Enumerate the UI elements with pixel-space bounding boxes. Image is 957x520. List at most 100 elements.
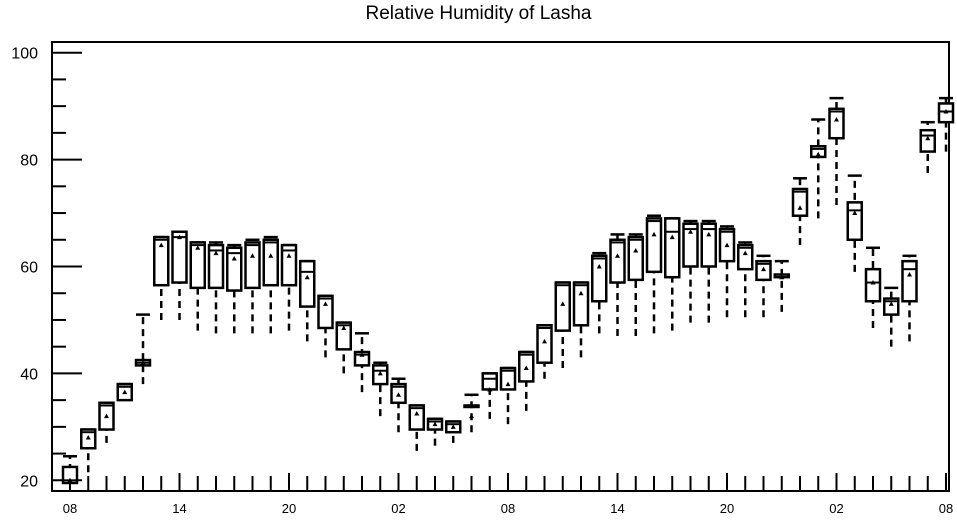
y-tick-label: 40	[20, 366, 38, 383]
box-body	[207, 243, 225, 290]
mean-marker	[943, 108, 949, 114]
box-body	[171, 230, 188, 284]
box-item	[481, 372, 498, 419]
y-tick-label: 60	[20, 260, 38, 277]
box-item	[134, 313, 152, 385]
box-item	[116, 382, 133, 402]
mean-marker	[231, 255, 237, 261]
box-item	[883, 286, 900, 347]
box-item	[791, 177, 809, 246]
box-item	[718, 225, 736, 318]
box-body	[609, 238, 626, 284]
box-item	[664, 217, 681, 331]
mean-marker	[122, 389, 128, 395]
box-series	[61, 96, 955, 485]
x-tick-label: 20	[282, 501, 296, 516]
x-axis: 08 14 20 02 08 14 20 02 08	[63, 473, 953, 516]
box-body	[828, 107, 845, 140]
mean-marker	[359, 352, 365, 357]
box-item	[919, 120, 936, 173]
box-item	[536, 324, 553, 379]
x-tick-label: 14	[610, 501, 624, 516]
y-tick-label: 20	[20, 473, 38, 490]
mean-marker	[158, 242, 164, 248]
mean-marker	[469, 413, 474, 419]
mean-marker	[396, 392, 401, 397]
mean-marker	[560, 301, 566, 306]
box-item	[80, 428, 97, 473]
box-body	[262, 238, 279, 287]
box-item	[353, 332, 371, 393]
box-item	[864, 246, 882, 328]
mean-marker	[578, 290, 584, 296]
box-item	[755, 254, 772, 318]
mean-marker	[505, 381, 511, 387]
mean-marker	[706, 231, 712, 237]
x-tick-label: 08	[501, 501, 515, 516]
y-tick-label: 100	[11, 46, 38, 63]
box-item	[846, 174, 863, 272]
mean-marker	[669, 234, 675, 240]
box-item	[682, 219, 699, 323]
x-tick-label: 20	[720, 501, 734, 516]
box-body	[299, 259, 316, 308]
mean-marker	[177, 234, 182, 240]
mean-marker	[907, 272, 912, 277]
mean-marker	[870, 280, 876, 285]
box-item	[226, 243, 243, 334]
box-item	[372, 361, 389, 417]
box-body	[645, 217, 663, 274]
mean-marker	[432, 421, 438, 427]
box-item	[445, 420, 462, 443]
mean-marker	[286, 253, 292, 258]
box-item	[189, 241, 206, 331]
box-body	[864, 267, 882, 303]
box-item	[244, 238, 261, 334]
box-item	[773, 259, 790, 312]
x-tick-label: 02	[829, 501, 843, 516]
x-tick-label: 08	[939, 501, 953, 516]
box-item	[426, 417, 444, 446]
mean-marker	[195, 245, 201, 250]
box-body	[682, 222, 699, 268]
box-body	[244, 241, 261, 290]
mean-marker	[852, 210, 858, 216]
box-body	[700, 222, 717, 268]
box-body	[499, 366, 517, 391]
box-item	[408, 404, 425, 451]
box-item	[591, 251, 608, 334]
x-tick-label: 02	[391, 501, 405, 516]
box-item	[554, 281, 571, 369]
box-body	[591, 254, 608, 303]
box-item	[572, 281, 590, 358]
mean-marker	[104, 413, 109, 419]
box-body	[664, 217, 681, 279]
box-item	[828, 96, 845, 206]
box-item	[499, 366, 517, 425]
mean-marker	[414, 410, 420, 416]
box-item	[207, 241, 225, 334]
mean-marker	[596, 264, 602, 269]
chart-title: Relative Humidity of Lasha	[365, 3, 592, 24]
mean-marker	[615, 253, 620, 258]
box-body	[226, 246, 243, 292]
mean-marker	[688, 229, 693, 234]
box-item	[61, 455, 79, 485]
mean-marker	[487, 386, 493, 392]
box-body	[572, 281, 590, 327]
mean-marker	[377, 370, 383, 376]
mean-marker	[797, 205, 803, 210]
box-item	[171, 230, 188, 320]
box-body	[153, 235, 170, 287]
mean-marker	[213, 250, 219, 256]
box-body	[901, 259, 918, 303]
box-body	[791, 187, 809, 217]
box-body	[408, 404, 425, 431]
mean-marker	[724, 242, 730, 248]
box-body	[627, 235, 644, 282]
box-body	[846, 201, 863, 242]
mean-marker	[542, 338, 547, 344]
mean-marker	[140, 360, 146, 365]
box-item	[810, 118, 827, 219]
mean-marker	[268, 253, 274, 258]
